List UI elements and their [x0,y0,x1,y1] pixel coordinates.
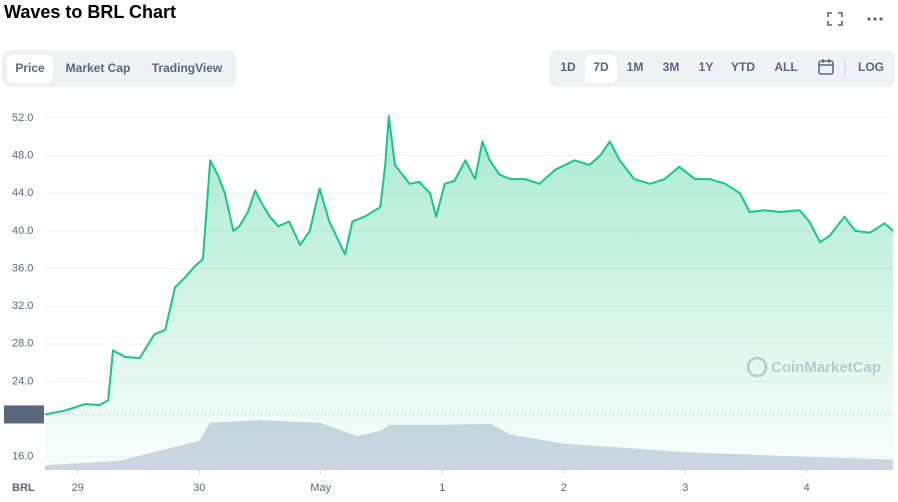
baseline-label-bg [4,405,44,424]
range-button[interactable]: 3M [663,60,680,74]
y-tick-label: 48.0 [12,149,33,161]
y-tick-label: 36.0 [12,262,33,274]
currency-label: BRL [12,482,35,494]
more-icon[interactable] [867,17,883,21]
range-button[interactable]: YTD [731,60,755,74]
y-tick-label: 20.5 [12,408,33,420]
tab[interactable]: Price [15,61,45,75]
range-button[interactable]: 1Y [699,60,714,74]
tab[interactable]: Market Cap [66,61,131,75]
active-tab [7,55,53,83]
range-group [549,50,895,87]
log-button[interactable]: LOG [858,60,884,74]
y-tick-label: 28.0 [12,338,33,350]
calendar-icon[interactable] [818,59,834,75]
x-tick-label: 30 [193,482,205,494]
range-button[interactable]: 1M [627,60,644,74]
x-tick-label: 4 [804,482,810,494]
x-tick-label: 3 [682,482,688,494]
range-button[interactable]: 7D [593,60,609,74]
x-tick-label: 2 [561,482,567,494]
y-tick-label: 40.0 [12,225,33,237]
y-tick-label: 52.0 [12,112,33,124]
x-tick-label: 29 [72,482,84,494]
range-button[interactable]: 1D [560,60,576,74]
chart-title: Waves to BRL Chart [4,2,176,22]
x-tick-label: 1 [439,482,445,494]
fullscreen-icon[interactable] [827,12,843,26]
active-range [585,55,617,83]
price-line [44,115,894,416]
price-area [45,116,893,470]
range-button[interactable]: ALL [774,60,797,74]
y-tick-label: 44.0 [12,187,33,199]
y-tick-label: 24.0 [12,375,33,387]
y-tick-label: 16.0 [12,451,33,463]
y-tick-label: 32.0 [12,300,33,312]
x-tick-label: May [310,482,331,494]
tab[interactable]: TradingView [152,61,223,75]
tab-group [2,50,236,87]
